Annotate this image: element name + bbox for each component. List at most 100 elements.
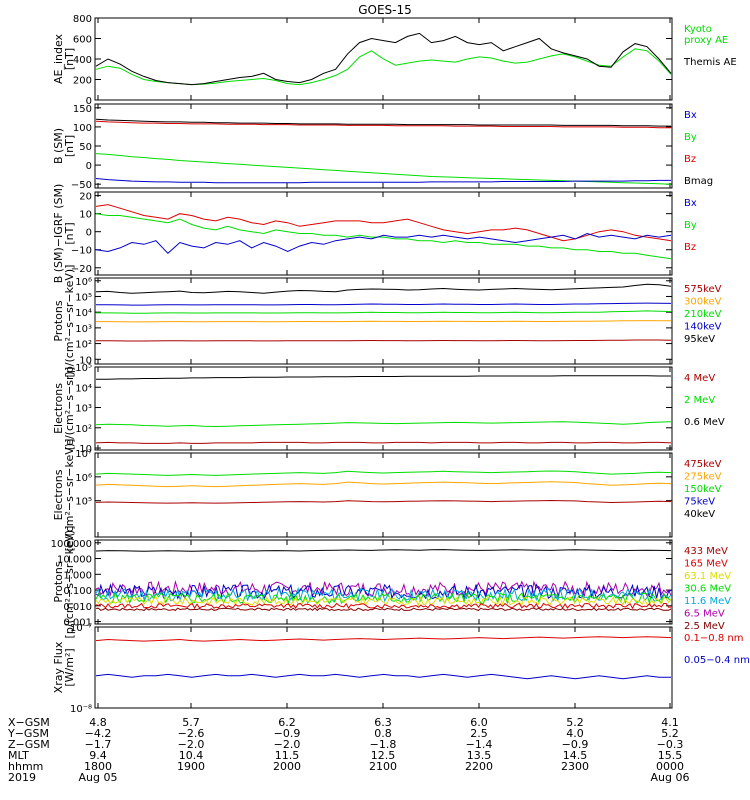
y-tick-label: 0 bbox=[86, 96, 92, 107]
y-tick-label: 600 bbox=[73, 35, 92, 46]
y-tick-label: 20 bbox=[79, 192, 92, 203]
series-line-5 bbox=[96, 339, 672, 342]
y-tick-label: 10⁵ bbox=[75, 497, 92, 508]
footer-value: 4.0 bbox=[566, 727, 584, 740]
y-tick-label: 200 bbox=[73, 76, 92, 87]
legend-entry: 11.6 MeV bbox=[684, 596, 731, 607]
footer-value: 2000 bbox=[273, 760, 301, 773]
legend-entry: 575keV bbox=[684, 284, 722, 295]
series-line-1 bbox=[95, 48, 672, 86]
y-tick-label: 10³ bbox=[75, 324, 92, 335]
y-tick-label: 10 bbox=[79, 444, 92, 455]
legend-entry: 63.1 MeV bbox=[684, 571, 731, 582]
y-axis-label: Electrons[e/(cm²−s−sr−keV)] bbox=[52, 439, 76, 552]
footer-value: 13.5 bbox=[467, 749, 492, 762]
footer-value: 5.2 bbox=[566, 716, 584, 729]
footer-value: Aug 05 bbox=[79, 771, 118, 784]
footer-row-label: 2019 bbox=[8, 771, 36, 784]
footer-value: 0.8 bbox=[374, 727, 392, 740]
legend-entry: 4 MeV bbox=[684, 373, 715, 384]
footer-value: 6.0 bbox=[470, 716, 488, 729]
y-tick-label: −50 bbox=[71, 180, 92, 191]
legend-entry: Bz bbox=[684, 242, 696, 253]
footer-value: 5.7 bbox=[182, 716, 200, 729]
legend-entry: Themis AE bbox=[683, 57, 737, 68]
panel-frame bbox=[94, 103, 673, 189]
footer-value: 6.2 bbox=[278, 716, 296, 729]
series-line-3 bbox=[95, 153, 672, 185]
series-line-4 bbox=[95, 178, 671, 184]
series-line-6 bbox=[95, 595, 672, 607]
footer-row-label: MLT bbox=[8, 749, 29, 762]
footer-value: 1800 bbox=[84, 760, 112, 773]
footer-value: −2.0 bbox=[178, 738, 205, 751]
y-tick-label: 10⁴ bbox=[75, 308, 92, 319]
legend-entry: Bx bbox=[684, 110, 697, 121]
legend-entry: 150keV bbox=[684, 484, 722, 495]
y-tick-label: 0 bbox=[86, 161, 92, 172]
footer-value: −0.9 bbox=[562, 738, 589, 751]
footer-value: −2.6 bbox=[178, 727, 205, 740]
panel-frame bbox=[94, 366, 673, 451]
series-line-2 bbox=[95, 120, 671, 129]
legend-entry: 0.1−0.8 nm bbox=[684, 633, 743, 644]
footer-value: −1.8 bbox=[370, 738, 397, 751]
y-tick-label: 10.000 bbox=[57, 555, 92, 566]
series-line-2 bbox=[95, 579, 672, 598]
series-line-3 bbox=[95, 499, 672, 504]
y-tick-label: 10⁻⁷ bbox=[70, 623, 92, 634]
footer-row-label: Y−GSM bbox=[7, 727, 49, 740]
y-tick-label: 0.001 bbox=[63, 618, 92, 629]
panel-frame bbox=[94, 191, 673, 276]
footer-value: 0000 bbox=[656, 760, 684, 773]
y-axis-label: Electrons[e/(cm²−s−sr)] bbox=[52, 367, 76, 450]
legend-entry: 2.5 MeV bbox=[684, 621, 725, 632]
y-tick-label: 10 bbox=[79, 355, 92, 366]
footer-value: 2300 bbox=[561, 760, 589, 773]
y-tick-label: 0.010 bbox=[63, 602, 92, 613]
series-line-7 bbox=[95, 602, 672, 610]
y-tick-label: 10 bbox=[79, 210, 92, 221]
legend-entry: 0.6 MeV bbox=[684, 417, 725, 428]
y-tick-label: 10² bbox=[75, 340, 92, 351]
footer-value: 2100 bbox=[369, 760, 397, 773]
footer-value: −1.7 bbox=[85, 738, 112, 751]
series-line-2 bbox=[95, 213, 672, 260]
y-tick-label: 100 bbox=[73, 123, 92, 134]
footer-value: −2.0 bbox=[274, 738, 301, 751]
footer-value: 2.5 bbox=[470, 727, 488, 740]
legend-entry: Kyoto bbox=[684, 24, 712, 35]
y-tick-label: 10⁶ bbox=[75, 473, 92, 484]
legend-entry: 210keV bbox=[684, 309, 722, 320]
series-line-3 bbox=[96, 310, 672, 314]
legend-entry: 165 MeV bbox=[684, 559, 728, 570]
y-tick-label: 10⁷ bbox=[75, 449, 92, 460]
series-line-3 bbox=[95, 441, 672, 444]
series-line-2 bbox=[95, 32, 672, 86]
footer-value: 10.4 bbox=[179, 749, 204, 762]
legend-entry: 275keV bbox=[684, 472, 722, 483]
footer-value: −1.4 bbox=[466, 738, 493, 751]
chart-title: GOES-15 bbox=[358, 3, 412, 17]
legend-entry: 6.5 MeV bbox=[684, 609, 725, 620]
legend-entry: proxy AE bbox=[684, 35, 728, 46]
series-line-2 bbox=[95, 421, 672, 428]
series-line-4 bbox=[95, 586, 672, 603]
legend-entry: 300keV bbox=[684, 297, 722, 308]
legend-entry: 2 MeV bbox=[684, 395, 715, 406]
panel-3: −20 −10 0 10 20B (SM)−IGRF (SM)[nT] Bx By Bz bbox=[52, 184, 697, 284]
legend-entry: Bx bbox=[684, 198, 697, 209]
y-axis-label: B (SM)−IGRF (SM)[nT] bbox=[52, 184, 76, 284]
footer-value: 9.4 bbox=[89, 749, 107, 762]
series-line-1 bbox=[95, 636, 672, 642]
footer-value: 4.1 bbox=[661, 716, 679, 729]
legend-entry: 30.6 MeV bbox=[684, 584, 731, 595]
y-tick-label: 10² bbox=[75, 424, 92, 435]
footer-row-label: X−GSM bbox=[8, 716, 50, 729]
series-line-2 bbox=[95, 673, 671, 680]
legend-entry: 433 MeV bbox=[684, 546, 728, 557]
